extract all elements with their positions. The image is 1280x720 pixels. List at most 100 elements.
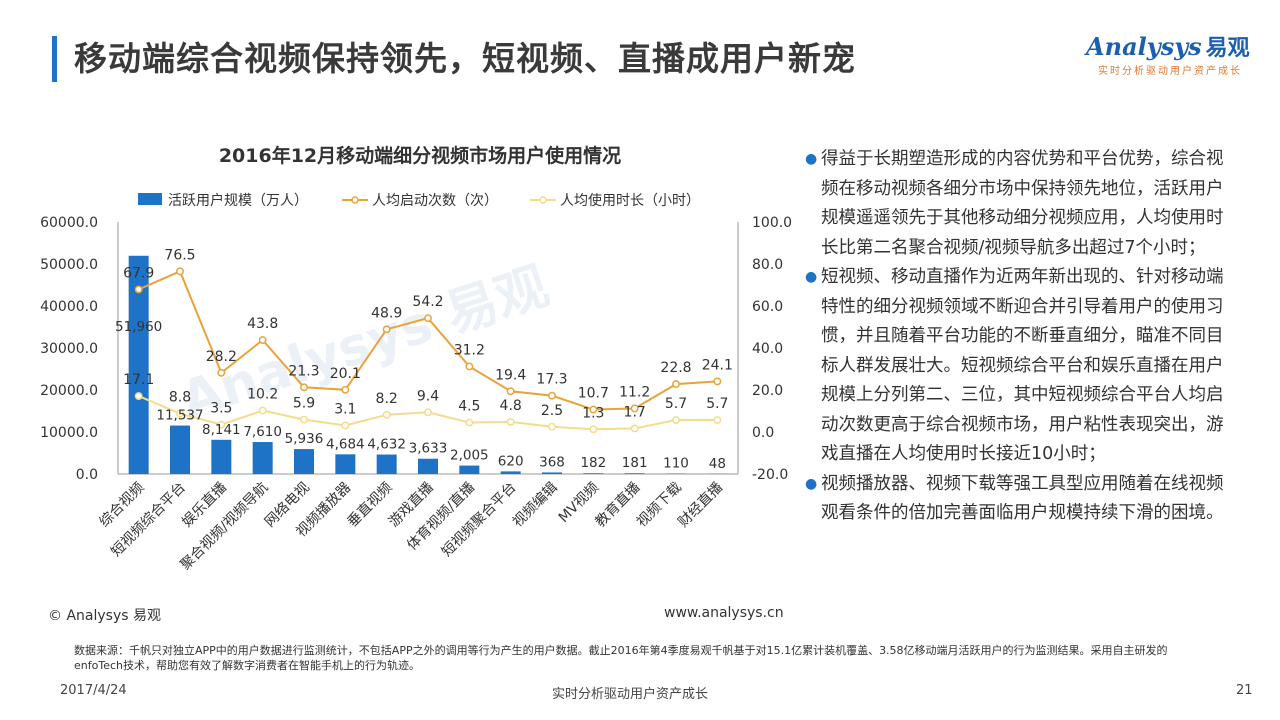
bar-data-label: 48 bbox=[709, 456, 726, 472]
bar-data-label: 5,936 bbox=[285, 431, 324, 447]
line-data-label: 3.5 bbox=[210, 401, 232, 417]
x-category-label: 教育直播 bbox=[592, 479, 644, 531]
line-point bbox=[217, 420, 226, 429]
bar-data-label: 4,632 bbox=[367, 437, 406, 453]
legend-label: 人均使用时长（小时） bbox=[560, 192, 700, 209]
bar bbox=[170, 425, 190, 474]
bar bbox=[376, 454, 397, 474]
line-data-label: 9.4 bbox=[417, 388, 439, 404]
y-right-tick-label: 0.0 bbox=[752, 425, 774, 441]
legend-swatch-marker bbox=[539, 196, 547, 204]
line-point bbox=[506, 417, 515, 426]
line-data-label: 10.7 bbox=[578, 386, 609, 402]
chart-title: 2016年12月移动端细分视频市场用户使用情况 bbox=[219, 144, 621, 167]
line-point bbox=[506, 387, 515, 396]
bar-data-label: 11,537 bbox=[156, 408, 203, 424]
line-data-label: 24.1 bbox=[702, 357, 733, 373]
bar-data-label: 8,141 bbox=[202, 422, 241, 438]
page-number: 21 bbox=[1236, 683, 1253, 698]
combo-chart: Analysys 易观2016年12月移动端细分视频市场用户使用情况活跃用户规模… bbox=[40, 144, 792, 573]
footer-date: 2017/4/24 bbox=[60, 683, 127, 698]
bar bbox=[211, 439, 232, 474]
line-point bbox=[465, 418, 474, 427]
bar bbox=[624, 473, 645, 474]
bullet-dot-icon: ● bbox=[805, 475, 818, 492]
x-category-label: 垂直视频 bbox=[344, 479, 396, 531]
bar-data-label: 181 bbox=[622, 455, 648, 471]
line-data-label: 4.8 bbox=[500, 398, 522, 414]
line-point bbox=[258, 336, 267, 344]
line-point bbox=[589, 425, 598, 434]
bullet-text: 得益于长期塑造形成的内容优势和平台优势，综合视频在移动视频各细分市场中保持领先地… bbox=[821, 149, 1224, 258]
bullet-list: ● 得益于长期塑造形成的内容优势和平台优势，综合视频在移动视频各细分市场中保持领先… bbox=[805, 145, 1235, 529]
bar bbox=[418, 458, 438, 474]
line-point bbox=[465, 362, 474, 371]
line-data-label: 76.5 bbox=[164, 247, 195, 263]
line-data-label: 11.2 bbox=[619, 384, 650, 400]
line-point bbox=[548, 391, 556, 400]
bullet-item: ● 短视频、移动直播作为近两年新出现的、针对移动端特性的细分视频领域不断迎合并引导… bbox=[805, 263, 1235, 470]
line-data-label: 5.9 bbox=[293, 396, 315, 412]
bar bbox=[459, 465, 480, 474]
y-left-tick-label: 50000.0 bbox=[40, 257, 98, 273]
y-right-tick-label: 100.0 bbox=[752, 215, 792, 231]
bullet-text: 短视频、移动直播作为近两年新出现的、针对移动端特性的细分视频领域不断迎合并引导着… bbox=[821, 267, 1224, 464]
bar-data-label: 368 bbox=[539, 454, 565, 470]
bar bbox=[542, 472, 562, 474]
line-point bbox=[382, 325, 391, 334]
bar-data-label: 4,684 bbox=[326, 436, 365, 452]
line-point bbox=[630, 404, 639, 413]
bar-data-label: 110 bbox=[663, 456, 689, 472]
line-point bbox=[134, 285, 143, 294]
line-point bbox=[713, 416, 722, 424]
line-data-label: 28.2 bbox=[206, 349, 237, 365]
bar bbox=[294, 449, 314, 474]
line-data-label: 48.9 bbox=[371, 305, 402, 321]
line-point bbox=[382, 410, 391, 419]
bar-data-label: 2,005 bbox=[450, 448, 489, 464]
line-point bbox=[589, 405, 598, 414]
line-point bbox=[630, 424, 639, 433]
footer-tagline: 实时分析驱动用户资产成长 bbox=[552, 687, 709, 702]
line-data-label: 4.5 bbox=[458, 399, 480, 415]
line-point bbox=[424, 408, 432, 417]
line-data-label: 54.2 bbox=[412, 294, 443, 310]
page-title: 移动端综合视频保持领先，短视频、直播成用户新宠 bbox=[74, 39, 856, 78]
y-right-tick-label: 20.0 bbox=[752, 383, 783, 399]
line-point bbox=[176, 267, 184, 276]
line-point bbox=[672, 416, 680, 424]
line-data-label: 22.8 bbox=[660, 360, 691, 376]
line-point bbox=[424, 314, 432, 323]
bar-data-label: 182 bbox=[580, 455, 606, 471]
line-data-label: 8.2 bbox=[376, 391, 398, 407]
bar bbox=[252, 442, 273, 474]
y-left-tick-label: 10000.0 bbox=[40, 425, 98, 441]
legend-swatch-bar bbox=[138, 193, 162, 205]
x-category-label: 短视频综合平台 bbox=[108, 480, 189, 561]
website-link[interactable]: www.analysys.cn bbox=[664, 605, 784, 621]
y-right-tick-label: 60.0 bbox=[752, 299, 783, 315]
line-data-label: 43.8 bbox=[247, 316, 278, 332]
y-right-tick-label: 80.0 bbox=[752, 257, 783, 273]
line-data-label: 20.1 bbox=[330, 366, 361, 382]
bar-data-label: 7,610 bbox=[243, 424, 282, 440]
line-point bbox=[341, 421, 350, 430]
legend-label: 活跃用户规模（万人） bbox=[168, 192, 308, 209]
line-point bbox=[341, 385, 350, 394]
bullet-text: 视频播放器、视频下载等强工具型应用随着在线视频观看条件的倍加完善面临用户规模持续… bbox=[821, 473, 1224, 524]
logo-tagline: 实时分析驱动用户资产成长 bbox=[1098, 66, 1242, 77]
y-right-tick-label: 40.0 bbox=[752, 341, 783, 357]
y-left-tick-label: 60000.0 bbox=[40, 215, 98, 231]
line-point bbox=[134, 392, 143, 401]
chart-area: Analysys 易观 2016年12月移动端细分视频市场用户使用情况 活跃用户规模… bbox=[0, 130, 800, 600]
x-category-label: 财经直播 bbox=[675, 479, 727, 531]
y-left-tick-label: 30000.0 bbox=[40, 341, 98, 357]
line-data-label: 10.2 bbox=[247, 387, 278, 403]
line-data-label: 19.4 bbox=[495, 367, 526, 383]
line-data-label: 2.5 bbox=[541, 403, 563, 419]
data-source-note: 数据来源：千帆只对独立APP中的用户数据进行监测统计，不包括APP之外的调用等行… bbox=[74, 644, 1168, 672]
bar bbox=[128, 255, 149, 474]
bullet-dot-icon: ● bbox=[805, 269, 818, 285]
legend-label: 人均启动次数（次） bbox=[372, 193, 498, 209]
line-data-label: 1.3 bbox=[582, 405, 604, 421]
